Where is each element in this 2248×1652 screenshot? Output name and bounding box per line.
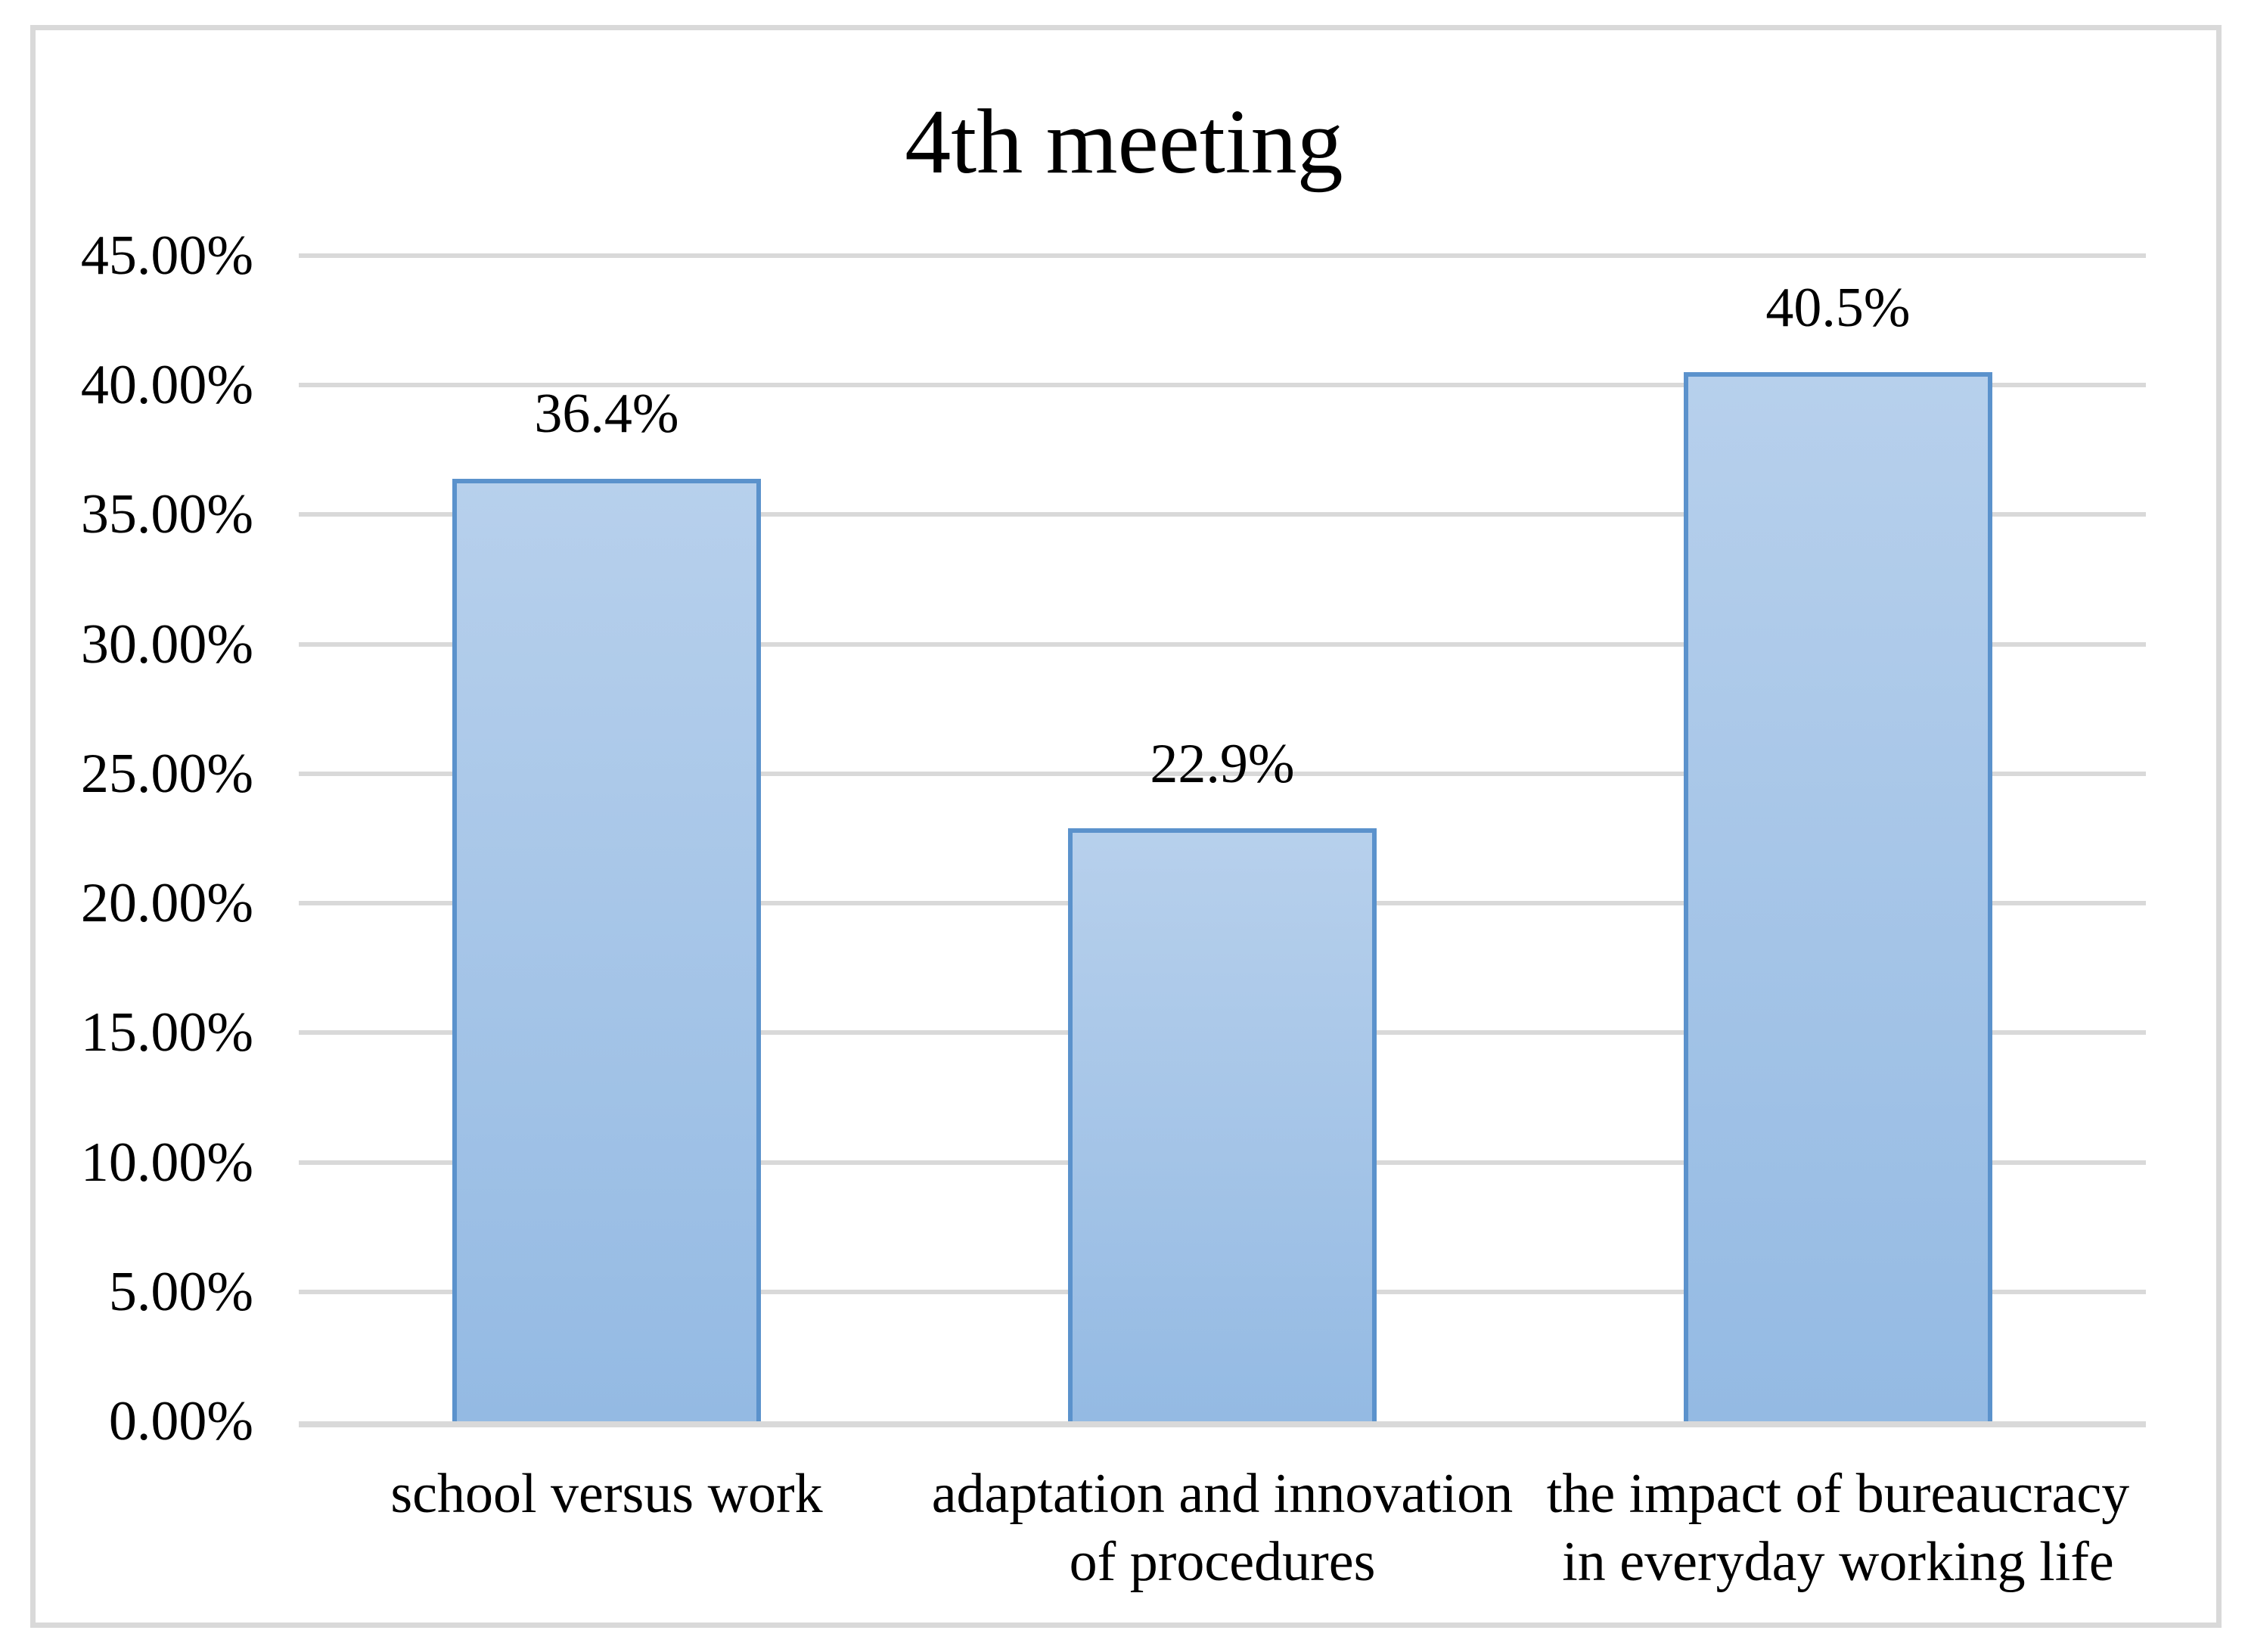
bar-value-label: 36.4% xyxy=(534,383,679,446)
y-tick-label: 40.00% xyxy=(80,354,253,417)
y-tick-label: 20.00% xyxy=(80,872,253,935)
bar xyxy=(1068,828,1377,1421)
bar-value-label: 40.5% xyxy=(1765,277,1911,340)
gridline xyxy=(299,512,2146,517)
bar xyxy=(1684,372,1992,1421)
chart-frame xyxy=(30,25,2222,1628)
bar-value-label: 22.9% xyxy=(1150,732,1295,795)
gridline xyxy=(299,383,2146,388)
category-label: the impact of bureaucracy in everyday wo… xyxy=(1546,1463,2130,1594)
y-tick-label: 45.00% xyxy=(80,225,253,287)
gridline xyxy=(299,641,2146,647)
y-tick-label: 0.00% xyxy=(108,1390,253,1452)
bar xyxy=(452,478,761,1421)
category-label: adaptation and innovation of procedures xyxy=(931,1463,1514,1594)
y-tick-label: 25.00% xyxy=(80,742,253,805)
plot-area: 36.4% 22.9% 40.5% xyxy=(299,253,2146,1427)
y-tick-label: 35.00% xyxy=(80,483,253,546)
gridline xyxy=(299,253,2146,258)
y-axis: 0.00% 5.00% 10.00% 15.00% 20.00% 25.00% 30.00%… xyxy=(30,228,253,1449)
y-tick-label: 30.00% xyxy=(80,613,253,675)
gridline xyxy=(299,771,2146,776)
y-tick-label: 5.00% xyxy=(108,1260,253,1323)
category-label: school versus work xyxy=(390,1463,823,1525)
chart-title: 4th meeting xyxy=(905,91,1343,193)
y-tick-label: 15.00% xyxy=(80,1001,253,1064)
y-tick-label: 10.00% xyxy=(80,1131,253,1194)
